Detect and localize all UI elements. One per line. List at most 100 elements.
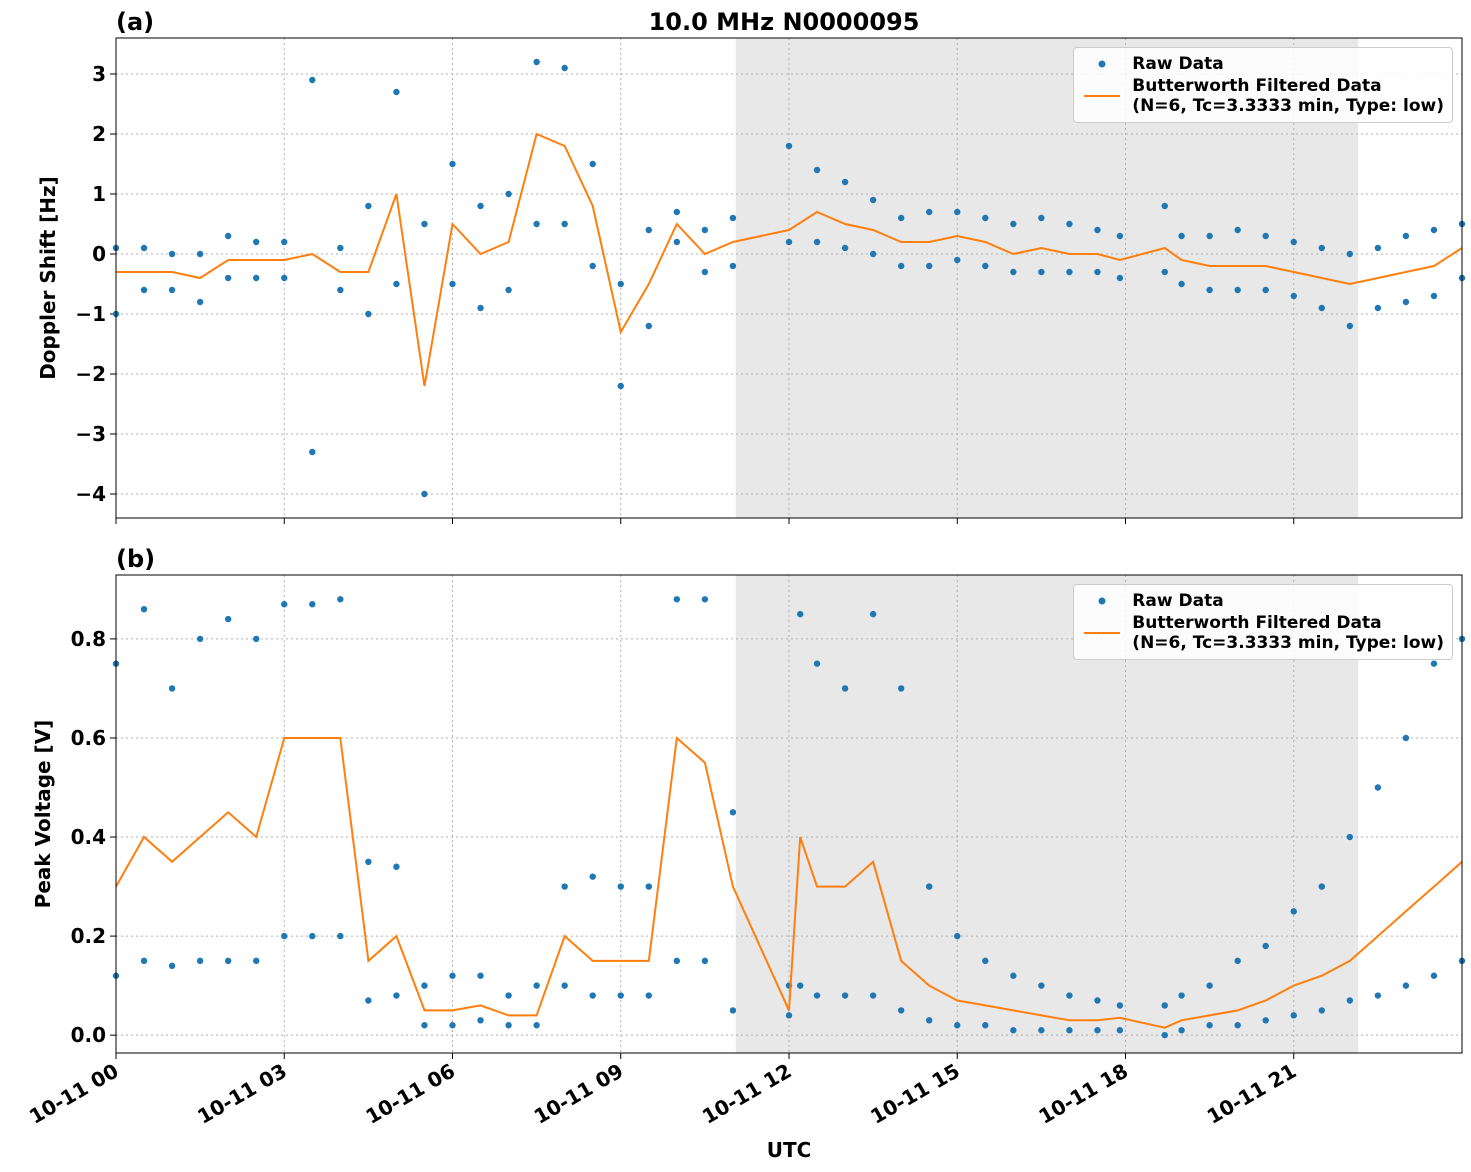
raw-point <box>869 610 877 618</box>
raw-point <box>1094 997 1101 1004</box>
raw-point <box>617 280 624 288</box>
raw-point <box>1430 226 1438 234</box>
raw-point <box>253 635 260 643</box>
raw-point <box>1116 274 1124 282</box>
raw-point <box>673 238 681 246</box>
raw-point <box>1290 1012 1297 1019</box>
raw-point <box>421 490 428 498</box>
raw-point <box>1430 972 1438 979</box>
raw-point <box>841 685 849 692</box>
raw-point <box>337 286 344 294</box>
raw-point <box>281 238 288 246</box>
y-tick-label: 0.8 <box>71 627 106 651</box>
raw-point <box>421 220 428 228</box>
raw-point <box>1010 220 1017 228</box>
raw-point <box>1066 1027 1073 1034</box>
plot-frame <box>115 574 1463 1054</box>
raw-point <box>841 178 849 186</box>
legend-entry: Butterworth Filtered Data (N=6, Tc=3.333… <box>1082 613 1444 653</box>
raw-point <box>954 1022 961 1029</box>
raw-point <box>337 932 344 940</box>
raw-point <box>1318 1007 1325 1014</box>
raw-point <box>673 957 681 965</box>
raw-point <box>533 220 540 228</box>
raw-point <box>797 982 804 989</box>
legend-label: Butterworth Filtered Data (N=6, Tc=3.333… <box>1132 76 1444 116</box>
raw-point <box>168 250 176 258</box>
raw-point <box>561 883 568 890</box>
filtered-line <box>116 132 1463 387</box>
raw-point <box>1094 268 1101 276</box>
legend-entry: Butterworth Filtered Data (N=6, Tc=3.333… <box>1082 76 1444 116</box>
raw-point <box>1234 1022 1241 1029</box>
raw-point <box>477 972 484 979</box>
raw-point <box>477 202 484 210</box>
raw-point <box>729 262 737 270</box>
raw-point <box>505 1022 512 1029</box>
raw-point <box>797 610 804 618</box>
raw-point <box>1346 997 1354 1004</box>
legend-key <box>1084 95 1121 97</box>
raw-point <box>813 238 821 246</box>
raw-point <box>617 992 624 999</box>
raw-point <box>729 214 737 222</box>
y-tick-label: −1 <box>75 302 106 326</box>
raw-point <box>1161 1031 1168 1039</box>
raw-point <box>785 238 793 246</box>
raw-point <box>281 274 288 282</box>
raw-point <box>1161 268 1168 276</box>
raw-point <box>813 166 821 174</box>
raw-point <box>140 605 148 613</box>
raw-point <box>1066 220 1073 228</box>
x-tick-label: 10-11 12 <box>698 1059 796 1129</box>
y-axis-label: Doppler Shift [Hz] <box>36 176 60 380</box>
raw-point <box>533 982 540 989</box>
legend-marker <box>1098 597 1106 605</box>
raw-point <box>926 883 933 890</box>
raw-point <box>168 685 176 692</box>
raw-point <box>1290 238 1297 246</box>
raw-point <box>1374 784 1382 791</box>
raw-point <box>449 972 456 979</box>
raw-point <box>1290 292 1297 300</box>
raw-point <box>1038 268 1045 276</box>
raw-point <box>729 1007 737 1014</box>
raw-point <box>505 992 512 999</box>
x-tick-label: 10-11 15 <box>866 1059 964 1129</box>
raw-point <box>1318 244 1325 252</box>
raw-point <box>589 160 596 168</box>
raw-point <box>393 88 400 96</box>
raw-point <box>365 202 372 210</box>
raw-point <box>1262 232 1269 240</box>
raw-point <box>785 1012 793 1019</box>
raw-point <box>954 208 961 216</box>
raw-point <box>813 992 821 999</box>
raw-point <box>897 262 905 270</box>
raw-point <box>309 601 316 608</box>
raw-point <box>1318 304 1325 312</box>
raw-point <box>701 226 709 234</box>
x-tick-label: 10-11 09 <box>530 1059 628 1129</box>
raw-point <box>954 256 961 264</box>
raw-point <box>196 635 204 643</box>
legend: Raw Data Butterworth Filtered Data (N=6, … <box>1073 47 1453 123</box>
x-tick-label: 10-11 03 <box>193 1059 291 1129</box>
y-tick-label: 0.2 <box>71 924 106 948</box>
raw-point <box>897 685 905 692</box>
raw-point <box>1206 232 1213 240</box>
y-tick-label: 0 <box>92 242 106 266</box>
raw-point <box>897 214 905 222</box>
y-tick-label: −2 <box>75 362 106 386</box>
raw-point <box>1206 982 1213 989</box>
raw-point <box>477 304 484 312</box>
raw-point <box>1346 250 1354 258</box>
raw-point <box>1161 1002 1168 1009</box>
x-tick-label: 10-11 06 <box>361 1059 459 1129</box>
raw-point <box>281 932 288 940</box>
legend-label: Raw Data <box>1132 591 1224 611</box>
raw-point <box>897 1007 905 1014</box>
raw-point <box>224 232 232 240</box>
x-axis-label: UTC <box>767 1138 812 1162</box>
raw-point <box>982 957 989 965</box>
y-tick-label: −4 <box>75 482 106 506</box>
